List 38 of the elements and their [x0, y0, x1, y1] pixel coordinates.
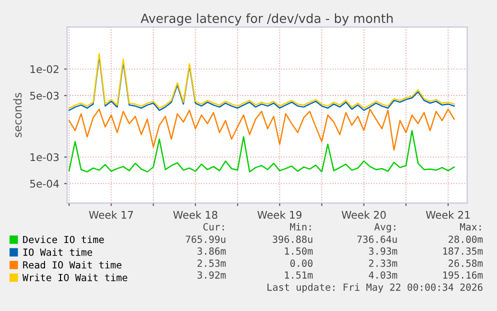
y-tick-label: 1e-02 — [30, 65, 58, 74]
text: 187.35m — [443, 247, 483, 255]
text: 3.92m — [198, 271, 226, 279]
text: 2.53m — [198, 260, 226, 267]
x-tick-label: Week 18 — [173, 210, 218, 219]
legend-label: Read IO Wait time — [23, 261, 122, 269]
y-tick-label: 1e-03 — [30, 153, 59, 162]
text: 195.16m — [443, 271, 483, 279]
text: 2.33m — [369, 260, 398, 267]
text: 736.64u — [357, 236, 397, 243]
y-tick-label: 5e-03 — [30, 92, 59, 100]
x-tick-label: Week 19 — [257, 210, 302, 219]
text: 26.58m — [448, 260, 483, 267]
text: 0.00 — [290, 260, 312, 267]
text: 3.86m — [198, 247, 226, 255]
text: 4.03m — [368, 271, 398, 279]
text: 765.99u — [186, 236, 226, 243]
text: Cur: — [203, 223, 224, 230]
legend-label: Device IO time — [23, 236, 104, 244]
x-tick-label: Week 21 — [426, 210, 470, 219]
text: 28.00m — [448, 236, 483, 243]
text: 1.51m — [285, 271, 313, 279]
legend-label: IO Wait time — [23, 248, 92, 256]
text: 3.93m — [368, 247, 398, 255]
text: 1.50m — [285, 247, 313, 255]
x-tick-label: Week 20 — [342, 210, 386, 219]
text: 396.88u — [272, 236, 312, 243]
line-series — [68, 108, 455, 151]
y-tick-label: 5e-04 — [30, 180, 59, 188]
text: Max: — [460, 223, 481, 230]
text: Avg: — [374, 223, 396, 232]
legend-label: Write IO Wait time — [22, 274, 128, 282]
line-series — [68, 130, 455, 172]
chart-title: Average latency for /dev/vda - by month — [140, 13, 393, 26]
text: Last update: Fri May 22 00:00:34 2026 — [268, 283, 482, 293]
text: Min: — [290, 222, 311, 230]
y-axis-title: seconds — [13, 92, 22, 138]
x-tick-label: Week 17 — [89, 210, 133, 219]
